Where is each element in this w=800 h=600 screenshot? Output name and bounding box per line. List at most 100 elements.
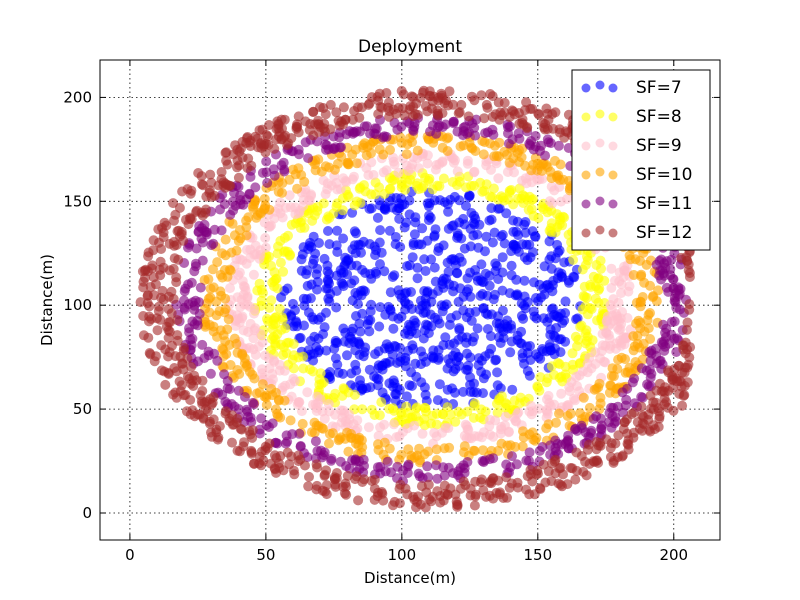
point xyxy=(221,250,231,260)
point xyxy=(443,101,453,111)
point xyxy=(495,489,505,499)
point xyxy=(508,134,518,144)
point xyxy=(194,221,204,231)
point xyxy=(575,370,585,380)
point xyxy=(487,309,497,319)
point xyxy=(286,133,296,143)
point xyxy=(276,325,286,335)
point xyxy=(358,143,368,153)
point xyxy=(563,400,573,410)
point xyxy=(459,126,469,136)
point xyxy=(154,306,164,316)
point xyxy=(445,320,455,330)
point xyxy=(369,170,379,180)
point xyxy=(508,216,518,226)
point xyxy=(350,390,360,400)
point xyxy=(242,362,252,372)
point xyxy=(379,167,389,177)
point xyxy=(570,475,580,485)
point xyxy=(416,377,426,387)
point xyxy=(206,369,216,379)
point xyxy=(494,138,504,148)
point xyxy=(178,365,188,375)
point xyxy=(354,113,364,123)
point xyxy=(573,335,583,345)
point xyxy=(546,223,556,233)
point xyxy=(164,368,174,378)
point xyxy=(661,332,671,342)
point xyxy=(484,421,494,431)
point xyxy=(379,131,389,141)
point xyxy=(260,351,270,361)
point xyxy=(354,319,364,329)
point xyxy=(332,185,342,195)
point xyxy=(433,315,443,325)
point xyxy=(460,431,470,441)
point xyxy=(313,202,323,212)
point xyxy=(195,309,205,319)
point xyxy=(646,356,656,366)
point xyxy=(273,249,283,259)
point xyxy=(238,200,248,210)
point xyxy=(370,410,380,420)
point xyxy=(175,203,185,213)
point xyxy=(210,225,220,235)
point xyxy=(338,369,348,379)
point xyxy=(364,422,374,432)
point xyxy=(208,264,218,274)
legend-label: SF=8 xyxy=(636,107,682,127)
point xyxy=(417,223,427,233)
point xyxy=(370,475,380,485)
point xyxy=(514,157,524,167)
point xyxy=(483,324,493,334)
point xyxy=(341,256,351,266)
point xyxy=(269,144,279,154)
legend-marker xyxy=(609,229,618,238)
point xyxy=(568,255,578,265)
point xyxy=(505,347,515,357)
point xyxy=(354,240,364,250)
point xyxy=(460,244,470,254)
point xyxy=(594,441,604,451)
point xyxy=(325,429,335,439)
point xyxy=(153,325,163,335)
point xyxy=(546,324,556,334)
point xyxy=(357,265,367,275)
y-tick-label-1: 50 xyxy=(73,400,92,418)
y-tick-label-0: 0 xyxy=(82,504,92,522)
point xyxy=(221,409,231,419)
point xyxy=(394,431,404,441)
point xyxy=(425,91,435,101)
point xyxy=(520,105,530,115)
point xyxy=(606,283,616,293)
point xyxy=(421,403,431,413)
point xyxy=(668,375,678,385)
point xyxy=(435,379,445,389)
point xyxy=(359,474,369,484)
point xyxy=(577,423,587,433)
point xyxy=(663,287,673,297)
point xyxy=(226,360,236,370)
point xyxy=(292,124,302,134)
point xyxy=(517,176,527,186)
x-tick-label-3: 150 xyxy=(523,546,552,564)
point xyxy=(585,403,595,413)
point xyxy=(330,480,340,490)
point xyxy=(528,226,538,236)
point xyxy=(312,459,322,469)
point xyxy=(385,226,395,236)
point xyxy=(373,491,383,501)
point xyxy=(312,264,322,274)
point xyxy=(223,272,233,282)
point xyxy=(458,214,468,224)
point xyxy=(669,274,679,284)
point xyxy=(601,434,611,444)
point xyxy=(198,376,208,386)
point xyxy=(528,247,538,257)
point xyxy=(413,146,423,156)
point xyxy=(222,324,232,334)
point xyxy=(374,346,384,356)
point xyxy=(566,409,576,419)
point xyxy=(350,200,360,210)
point xyxy=(480,455,490,465)
